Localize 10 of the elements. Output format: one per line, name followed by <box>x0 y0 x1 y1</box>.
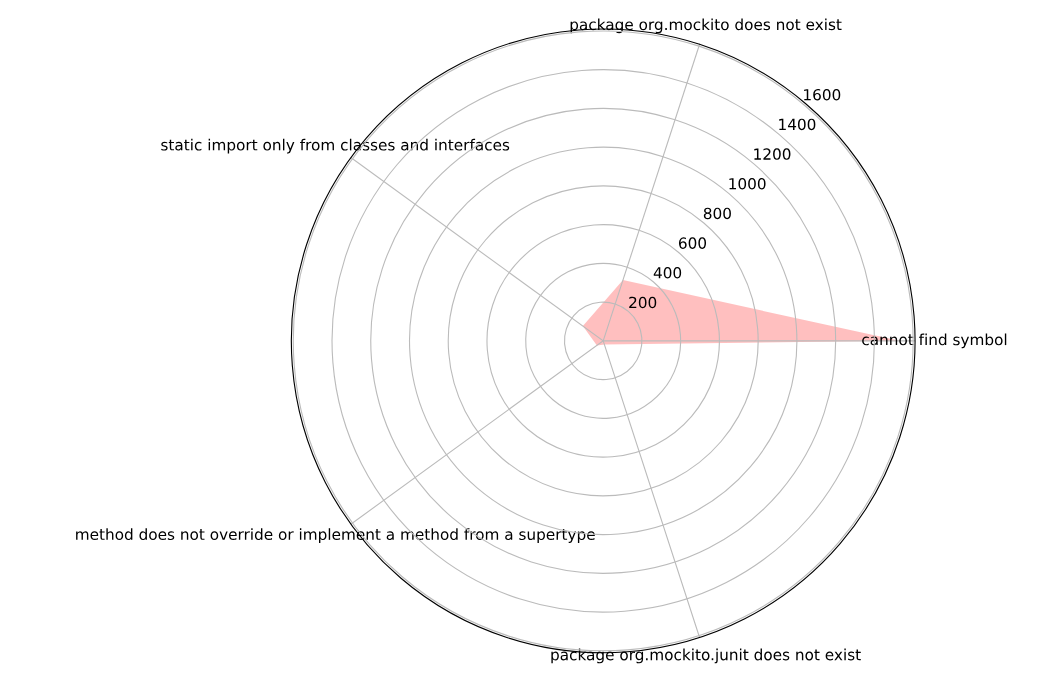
y-tick-label: 1000 <box>729 177 766 190</box>
spoke-label: cannot find symbol <box>862 333 1007 349</box>
y-tick-label: 200 <box>629 296 657 309</box>
y-tick-label: 1200 <box>754 148 791 160</box>
y-tick-label: 400 <box>653 267 682 279</box>
spoke-label: package org.mockito.junit does not exist <box>551 648 861 664</box>
y-tick-label: 800 <box>703 207 731 220</box>
y-tick-label: 600 <box>678 237 707 249</box>
y-tick-label: 1600 <box>804 88 841 101</box>
y-tick-label: 1400 <box>779 118 816 131</box>
